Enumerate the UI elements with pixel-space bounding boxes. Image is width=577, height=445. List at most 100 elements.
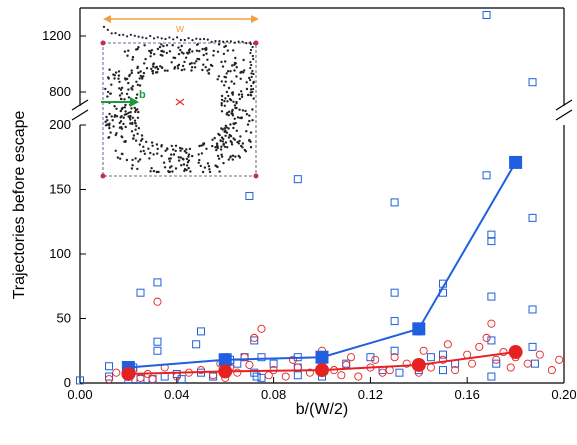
inset-dot	[233, 117, 236, 121]
inset-dot	[191, 39, 194, 42]
inset-dot	[109, 92, 112, 95]
inset-dot	[248, 138, 251, 142]
inset-dot	[138, 158, 142, 161]
inset-dot	[127, 81, 130, 85]
open-circle-point	[240, 353, 249, 362]
inset-dot	[130, 107, 133, 110]
open-square-point	[250, 336, 259, 345]
inset-dot	[137, 127, 141, 130]
filled-square-point	[315, 350, 329, 364]
inset-dot	[220, 80, 223, 83]
b-arrow	[101, 97, 139, 107]
inset-dot	[110, 115, 113, 118]
open-square-point	[528, 305, 537, 314]
inset-dot	[131, 85, 134, 88]
inset-dot	[199, 38, 202, 41]
inset-dot	[207, 165, 211, 168]
inset-dot	[214, 146, 217, 149]
inset-dot	[133, 34, 136, 37]
break-mark-left-2	[71, 109, 89, 121]
inset-dot	[182, 158, 185, 161]
inset-dot	[237, 40, 240, 43]
inset-dot	[151, 72, 155, 75]
inset-dot	[179, 149, 182, 152]
open-circle-point	[482, 333, 491, 342]
inset-dot	[124, 125, 127, 129]
inset-dot	[231, 158, 234, 161]
inset-dot	[251, 69, 254, 73]
x-tick-label: 0.20	[551, 387, 576, 402]
open-circle-point	[390, 353, 399, 362]
inset-dot	[143, 152, 147, 155]
open-square-point	[257, 353, 266, 362]
inset-dot	[191, 154, 194, 158]
inset-dot	[204, 48, 207, 52]
inset-dot	[128, 74, 131, 78]
inset-dot	[181, 147, 184, 150]
inset-dot	[215, 142, 219, 145]
open-square-point	[160, 372, 169, 381]
open-square-point	[482, 171, 491, 180]
inset-dot	[215, 148, 218, 152]
inset-dot	[127, 111, 130, 115]
inset-dot	[140, 134, 144, 137]
inset-dot	[202, 142, 205, 145]
inset-dot	[250, 84, 253, 88]
inset-dot	[177, 52, 181, 56]
inset-dot	[153, 53, 156, 56]
inset-dot	[163, 166, 167, 169]
inset-dot	[160, 37, 163, 40]
open-circle-point	[463, 350, 472, 359]
inset-dot	[156, 152, 159, 155]
inset-dot	[201, 68, 204, 72]
inset-dot	[226, 111, 229, 115]
inset-dot	[237, 93, 241, 96]
y-tick-label: 800	[49, 84, 71, 99]
inset-dot	[182, 163, 186, 166]
inset-dot	[171, 170, 174, 173]
inset-dot	[249, 42, 252, 46]
open-square-point	[395, 368, 404, 377]
inset-dot	[104, 87, 107, 91]
inset-dot	[160, 154, 163, 158]
width-arrow-head-left	[103, 15, 111, 23]
inset-dot	[115, 115, 119, 118]
inset-dot	[231, 64, 234, 67]
inset-dot	[217, 157, 221, 160]
y-tick-label: 0	[64, 375, 71, 390]
inset-dot	[224, 134, 227, 137]
inset-dot	[220, 98, 224, 102]
filled-circle-point	[411, 357, 426, 372]
inset-dot	[106, 90, 110, 94]
inset-dot	[119, 120, 123, 123]
inset-dot	[217, 43, 221, 46]
inset-dot	[137, 71, 140, 74]
open-square-point	[366, 353, 375, 362]
inset-dot	[131, 55, 135, 59]
inset-dot	[231, 154, 235, 157]
open-circle-point	[153, 297, 162, 306]
inset-corner-dot-tr	[253, 40, 259, 46]
inset-dot	[214, 40, 217, 43]
inset-dot	[105, 115, 108, 119]
inset-dot	[225, 90, 229, 94]
inset-dot	[195, 60, 198, 63]
inset-dot	[156, 47, 160, 51]
open-square-point	[245, 191, 254, 200]
mean-lines	[128, 161, 517, 375]
inset-dot	[168, 160, 171, 163]
inset-dot	[231, 91, 235, 94]
inset-dot	[179, 156, 182, 159]
inset-dot	[127, 88, 130, 91]
inset-dot	[240, 95, 244, 99]
inset-dot	[190, 69, 193, 72]
break-mark-left-1	[71, 99, 89, 111]
open-circle-point	[196, 366, 206, 375]
inset-dot	[226, 70, 230, 73]
inset-dot	[250, 72, 253, 75]
inset-dot	[156, 147, 159, 151]
inset-dot	[142, 71, 146, 75]
inset-dot	[211, 64, 214, 68]
inset-dot	[228, 97, 232, 101]
inset-dot	[176, 64, 179, 68]
